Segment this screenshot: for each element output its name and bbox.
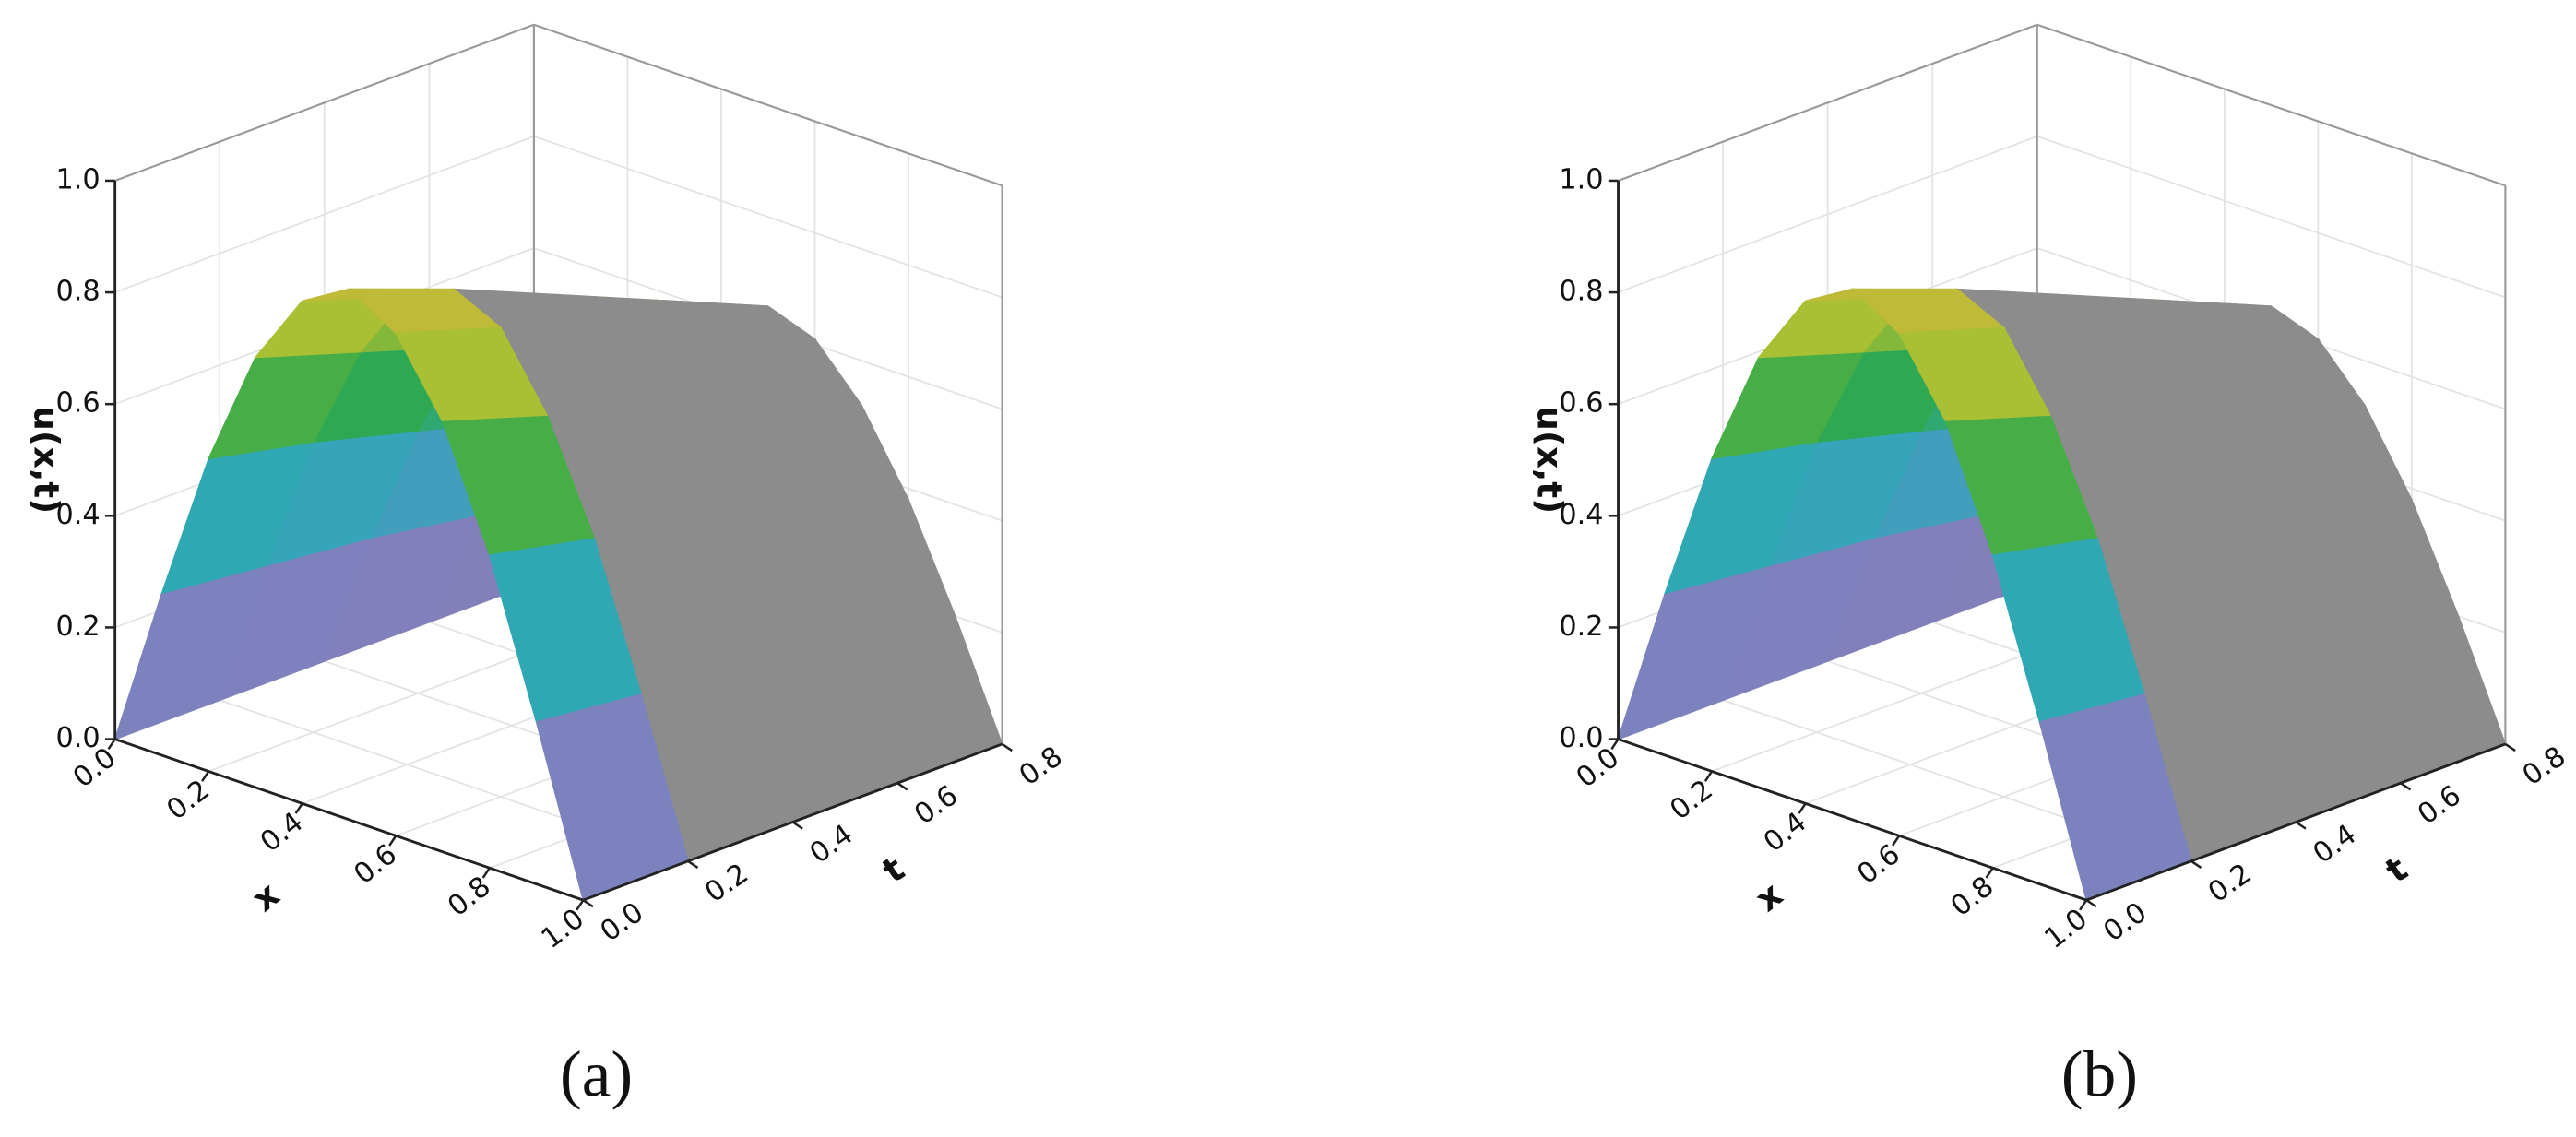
box-edge (1618, 23, 2038, 182)
tick-mark (896, 782, 908, 791)
y-tick-label: 0.2 (699, 858, 754, 909)
x-tick-label: 1.0 (2038, 903, 2093, 955)
z-tick-label: 0.2 (56, 610, 101, 643)
box-edge (533, 23, 1003, 187)
tick-mark (1891, 835, 1901, 847)
tick-mark (294, 802, 303, 814)
tick-mark (2400, 782, 2412, 791)
x-axis-title: x (1748, 874, 1790, 920)
z-tick-label: 0.2 (1559, 610, 1603, 643)
y-tick-label: 0.6 (2412, 779, 2467, 831)
z-tick-label: 1.0 (56, 163, 101, 195)
tick-mark (201, 770, 210, 782)
y-tick-label: 0.4 (804, 819, 860, 871)
panel-label: (b) (2061, 1038, 2138, 1110)
x-tick-label: 0.2 (160, 774, 215, 826)
tick-mark (388, 835, 398, 847)
box-edge (114, 23, 535, 182)
tick-mark (1703, 770, 1714, 782)
x-tick-label: 0.8 (442, 871, 496, 923)
y-tick-label: 0.8 (2517, 740, 2572, 792)
tick-mark (107, 738, 116, 750)
y-axis-title: t (875, 848, 912, 891)
tick-mark (1001, 742, 1013, 752)
y-tick-label: 0.2 (2202, 858, 2258, 909)
y-tick-label: 0.0 (595, 896, 650, 948)
panel: 0.00.20.40.60.81.00.00.20.40.60.81.0 0.00… (1529, 23, 2572, 1110)
x-axis-title: x (244, 874, 287, 920)
x-tick-label: 0.8 (1945, 871, 2000, 923)
x-tick-label: 1.0 (536, 903, 590, 955)
tick-mark (582, 899, 594, 908)
tick-mark (576, 899, 585, 911)
tick-mark (2295, 821, 2307, 830)
tick-mark (1798, 802, 1807, 814)
z-axis-title: u(x,t) (27, 406, 67, 514)
z-tick-label: 0.0 (56, 722, 101, 754)
box-edge (2036, 23, 2506, 187)
z-tick-label: 0.4 (56, 499, 101, 531)
z-tick-label: 0.0 (1559, 722, 1603, 754)
panel: 0.00.20.40.60.81.00.00.20.40.60.81.0 0.00… (27, 23, 1069, 1110)
tick-mark (687, 859, 699, 869)
tick-mark (2190, 859, 2202, 869)
x-axis (1618, 738, 2087, 902)
z-tick-label: 1.0 (1559, 163, 1603, 195)
y-tick-label: 0.0 (2098, 896, 2154, 948)
y-tick-label: 0.6 (908, 779, 964, 831)
panel-label: (a) (560, 1038, 633, 1110)
z-tick-label: 0.4 (1559, 499, 1603, 531)
z-tick-label: 0.6 (1559, 387, 1603, 420)
z-tick-label: 0.8 (1559, 276, 1603, 308)
x-tick-label: 0.6 (1851, 838, 1905, 891)
x-tick-label: 0.4 (255, 806, 309, 859)
tick-mark (481, 867, 491, 879)
grid-line (2036, 136, 2506, 299)
tick-mark (1985, 867, 1994, 879)
x-tick-label: 0.4 (1758, 806, 1812, 859)
x-tick-label: 0.2 (1664, 774, 1718, 826)
y-tick-label: 0.8 (1014, 740, 1069, 792)
z-tick-label: 0.6 (56, 387, 101, 420)
y-axis-title: t (2378, 848, 2415, 891)
tick-mark (791, 821, 803, 830)
grid-line (533, 136, 1003, 299)
tick-mark (2504, 742, 2516, 752)
tick-mark (2079, 899, 2088, 911)
x-axis (114, 738, 584, 902)
y-tick-label: 0.4 (2308, 819, 2363, 871)
z-tick-label: 0.8 (56, 276, 101, 308)
tick-mark (1610, 738, 1620, 750)
tick-mark (2085, 899, 2097, 908)
x-tick-label: 0.6 (349, 838, 403, 891)
z-axis-title: u(x,t) (1529, 406, 1570, 514)
